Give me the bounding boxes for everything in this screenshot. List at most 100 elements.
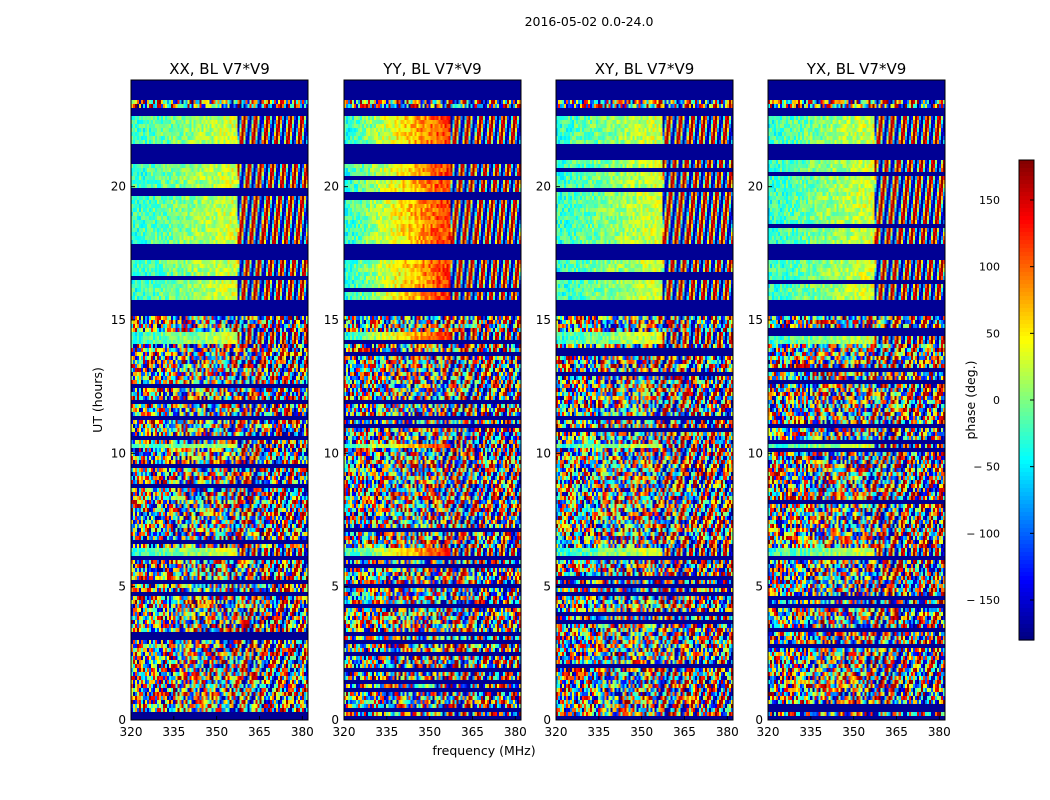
colorbar-segment <box>1019 612 1034 617</box>
colorbar-segment <box>1019 452 1034 457</box>
colorbar-segment <box>1019 628 1034 633</box>
colorbar-segment <box>1019 540 1034 545</box>
colorbar-segment <box>1019 412 1034 417</box>
colorbar-segment <box>1019 376 1034 381</box>
colorbar-segment <box>1019 444 1034 449</box>
panel-frame <box>343 79 522 721</box>
colorbar-segment <box>1019 552 1034 557</box>
colorbar-segment <box>1019 268 1034 273</box>
colorbar-segment <box>1019 368 1034 373</box>
colorbar-segment <box>1019 244 1034 249</box>
x-tick-label: 380 <box>716 725 739 739</box>
colorbar-segment <box>1019 352 1034 357</box>
colorbar-segment <box>1019 584 1034 589</box>
panel-title: YX, BL V7*V9 <box>806 60 907 78</box>
colorbar-tick-label: 50 <box>986 327 1000 340</box>
colorbar-segment <box>1019 608 1034 613</box>
colorbar-segment <box>1019 196 1034 201</box>
colorbar-segment <box>1019 596 1034 601</box>
y-tick-label: 5 <box>118 580 126 594</box>
y-tick-label: 20 <box>748 180 763 194</box>
y-tick-label: 0 <box>543 713 551 727</box>
colorbar-segment <box>1019 516 1034 521</box>
colorbar-tick-label: 100 <box>979 261 1000 274</box>
colorbar-tick-label: 150 <box>979 194 1000 207</box>
colorbar-segment <box>1019 248 1034 253</box>
colorbar-segment <box>1019 168 1034 173</box>
colorbar-segment <box>1019 392 1034 397</box>
colorbar-segment <box>1019 356 1034 361</box>
colorbar-segment <box>1019 304 1034 309</box>
colorbar-segment <box>1019 532 1034 537</box>
y-tick-label: 5 <box>543 580 551 594</box>
colorbar-segment <box>1019 264 1034 269</box>
x-tick-label: 320 <box>757 725 780 739</box>
y-tick-label: 15 <box>536 313 551 327</box>
y-tick-label: 5 <box>331 580 339 594</box>
colorbar-segment <box>1019 228 1034 233</box>
colorbar-segment <box>1019 480 1034 485</box>
colorbar-segment <box>1019 212 1034 217</box>
colorbar-segment <box>1019 456 1034 461</box>
colorbar-segment <box>1019 216 1034 221</box>
panel-1: XX, BL V7*V9 320 335 350 365 380 0 5 10 15 20 <box>111 60 314 739</box>
x-tick-label: 350 <box>205 725 228 739</box>
colorbar-segment <box>1019 632 1034 637</box>
colorbar-tick-label: 0 <box>993 394 1000 407</box>
x-tick-label: 380 <box>291 725 314 739</box>
y-tick-label: 15 <box>324 313 339 327</box>
colorbar-segment <box>1019 416 1034 421</box>
colorbar-tick-label: − 100 <box>966 527 1000 540</box>
colorbar-segment <box>1019 636 1034 641</box>
x-tick-label: 320 <box>333 725 356 739</box>
colorbar-segment <box>1019 604 1034 609</box>
colorbar-segment <box>1019 504 1034 509</box>
x-tick-label: 365 <box>885 725 908 739</box>
heatmap-cells-3 <box>556 80 733 720</box>
panel-frame <box>555 79 734 721</box>
panel-frame <box>130 79 309 721</box>
colorbar-segment <box>1019 172 1034 177</box>
colorbar-segment <box>1019 436 1034 441</box>
colorbar-segment <box>1019 568 1034 573</box>
colorbar-segment <box>1019 472 1034 477</box>
colorbar-segment <box>1019 340 1034 345</box>
colorbar-segment <box>1019 544 1034 549</box>
colorbar-segment <box>1019 440 1034 445</box>
colorbar-segment <box>1019 344 1034 349</box>
colorbar-segment <box>1019 512 1034 517</box>
colorbar-segment <box>1019 428 1034 433</box>
colorbar-segment <box>1019 600 1034 605</box>
colorbar-tick-label: − 50 <box>973 461 1000 474</box>
colorbar-segment <box>1019 224 1034 229</box>
panel-2: YY, BL V7*V9 320 335 350 365 380 0 5 10 15 20 <box>324 60 527 739</box>
colorbar-segment <box>1019 192 1034 197</box>
colorbar-tick-label: − 150 <box>966 594 1000 607</box>
colorbar-segment <box>1019 524 1034 529</box>
colorbar-segment <box>1019 284 1034 289</box>
colorbar-segment <box>1019 448 1034 453</box>
colorbar-segment <box>1019 300 1034 305</box>
colorbar-segment <box>1019 364 1034 369</box>
x-tick-label: 320 <box>545 725 568 739</box>
colorbar-segment <box>1019 208 1034 213</box>
y-tick-label: 15 <box>748 313 763 327</box>
colorbar-segment <box>1019 276 1034 281</box>
colorbar-segment <box>1019 188 1034 193</box>
x-tick-label: 335 <box>375 725 398 739</box>
panel-title: XX, BL V7*V9 <box>169 60 270 78</box>
x-tick-label: 365 <box>461 725 484 739</box>
colorbar-segment <box>1019 624 1034 629</box>
colorbar-segment <box>1019 588 1034 593</box>
y-tick-label: 10 <box>111 446 126 460</box>
x-tick-label: 380 <box>928 725 951 739</box>
y-tick-label: 10 <box>324 446 339 460</box>
colorbar-segment <box>1019 180 1034 185</box>
colorbar-segment <box>1019 496 1034 501</box>
colorbar-segment <box>1019 536 1034 541</box>
colorbar-segment <box>1019 492 1034 497</box>
colorbar-segment <box>1019 240 1034 245</box>
x-tick-label: 320 <box>120 725 143 739</box>
colorbar-segment <box>1019 360 1034 365</box>
